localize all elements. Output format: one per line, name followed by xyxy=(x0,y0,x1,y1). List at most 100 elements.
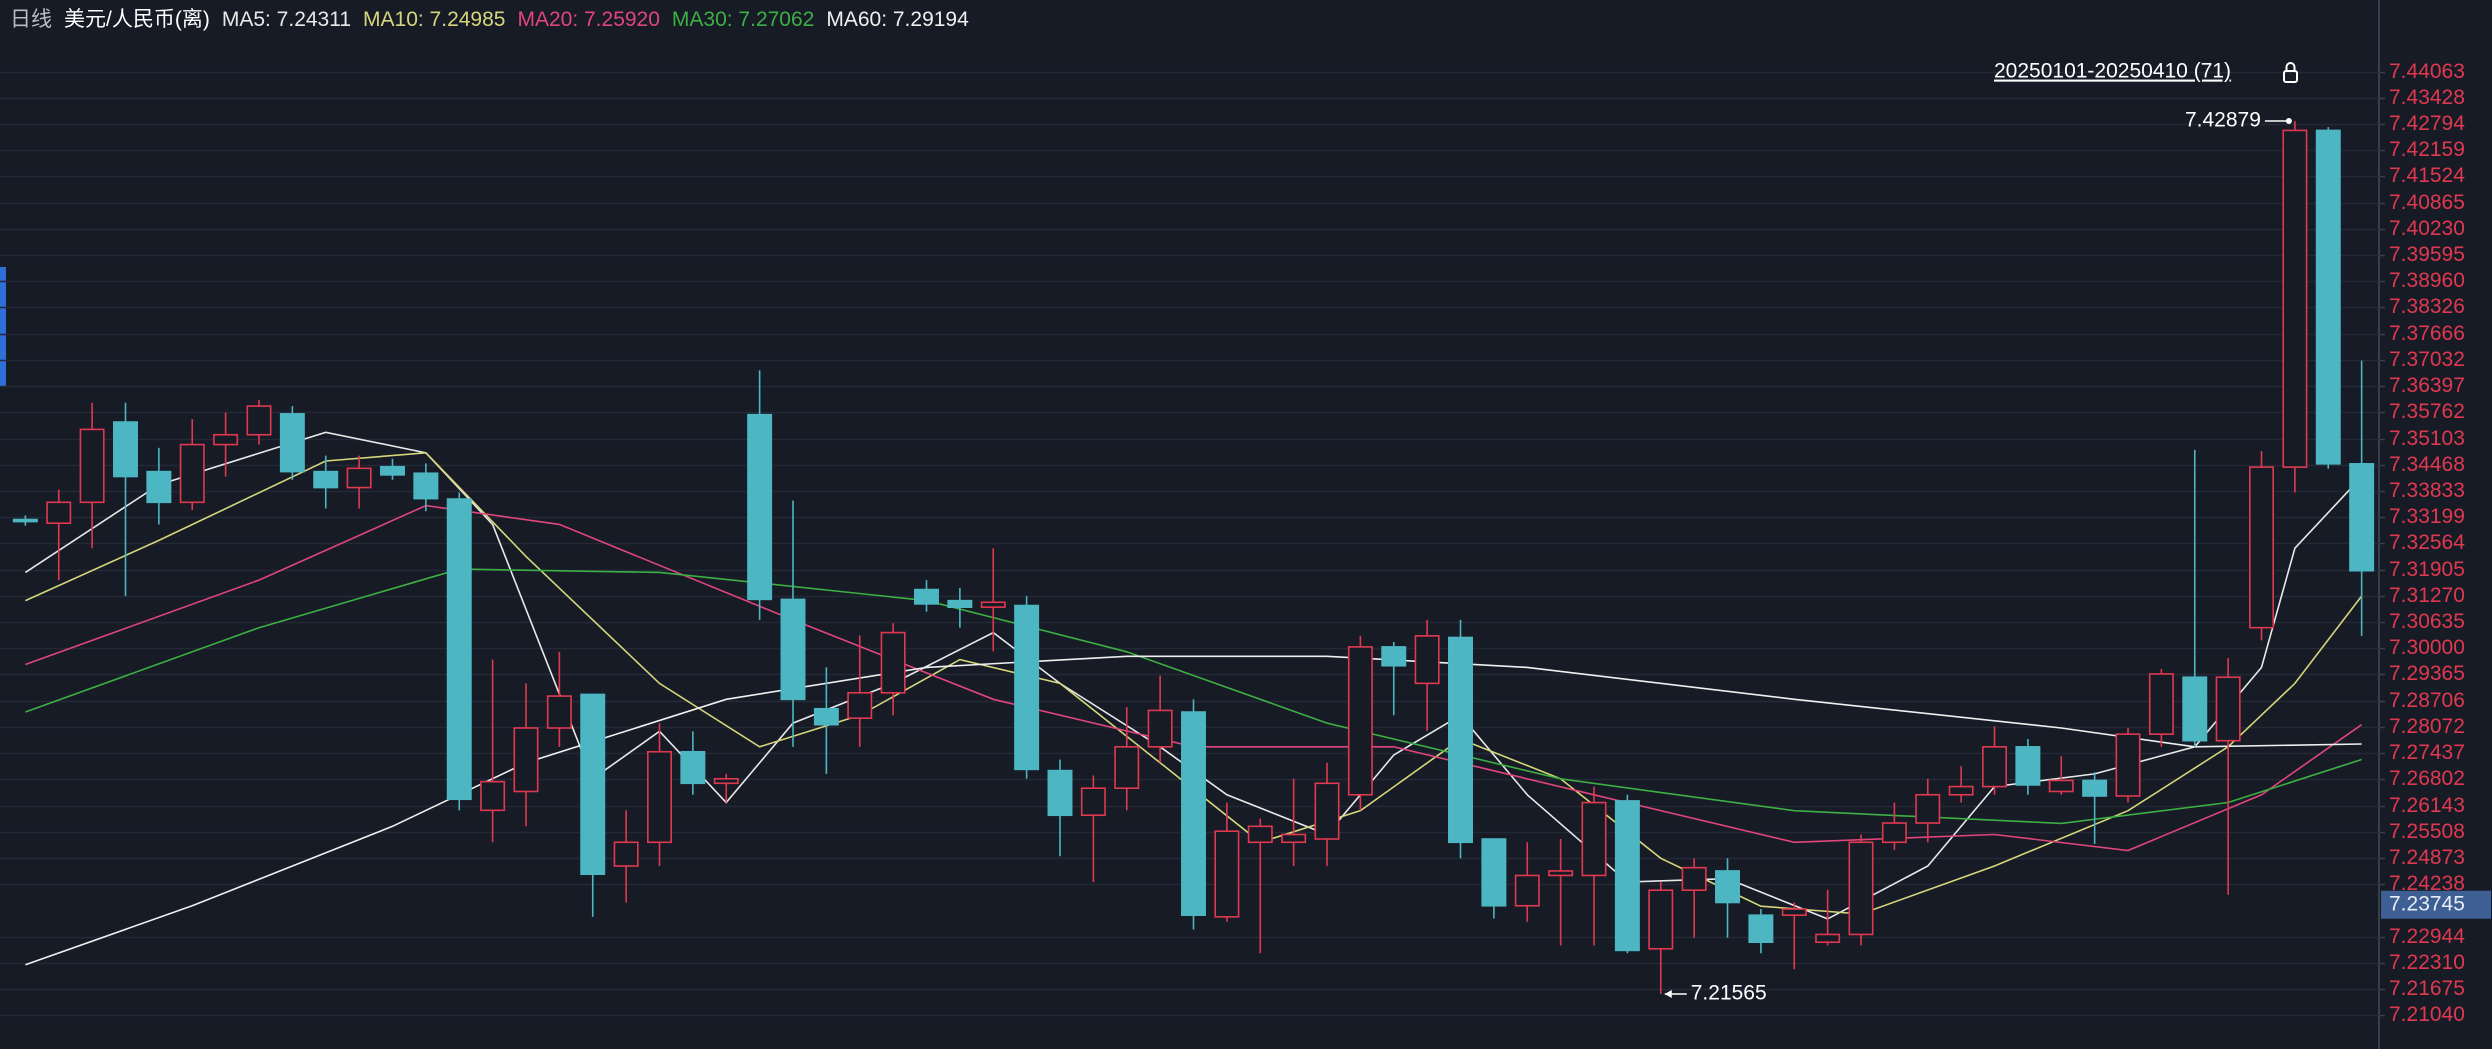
candle-body xyxy=(1147,709,1173,748)
candle-body xyxy=(1614,800,1640,952)
y-tick-label: 7.42794 xyxy=(2389,112,2465,135)
y-tick-label: 7.25508 xyxy=(2389,820,2465,843)
candle-body xyxy=(246,405,272,436)
candle-body xyxy=(2282,129,2308,468)
y-tick-label: 7.29365 xyxy=(2389,662,2465,685)
candle-body xyxy=(2182,676,2208,742)
range-label[interactable]: 20250101-20250410 (71) xyxy=(1994,60,2231,83)
candle-body xyxy=(780,598,806,701)
y-tick-label: 7.28706 xyxy=(2389,689,2465,712)
annotation-label: 7.42879 xyxy=(2185,109,2261,132)
candle-body xyxy=(546,695,572,729)
y-tick-label: 7.38326 xyxy=(2389,295,2465,318)
y-tick-label: 7.41524 xyxy=(2389,164,2465,187)
candle-body xyxy=(2315,129,2341,465)
candle-body xyxy=(1982,746,2007,788)
y-tick-label: 7.38960 xyxy=(2389,269,2465,292)
candle-body xyxy=(2349,463,2375,572)
y-tick-label: 7.32564 xyxy=(2389,531,2465,554)
candle-body xyxy=(346,467,372,489)
header-item: 日线 xyxy=(10,8,52,31)
y-tick-label: 7.21040 xyxy=(2389,1003,2465,1026)
candle-body xyxy=(146,470,172,504)
candle-body xyxy=(580,693,606,876)
y-tick-label: 7.40230 xyxy=(2389,217,2465,240)
y-tick-label: 7.27437 xyxy=(2389,741,2465,764)
y-tick-label: 7.21675 xyxy=(2389,977,2465,1000)
candle-body xyxy=(813,707,839,726)
range-label-group[interactable]: 20250101-20250410 (71) xyxy=(1994,60,2298,83)
candle-body xyxy=(847,691,873,719)
candle-body xyxy=(12,518,38,523)
candle-body xyxy=(380,465,405,476)
candle-body xyxy=(880,631,906,694)
candle-body xyxy=(2249,466,2274,629)
candle-body xyxy=(2015,746,2041,786)
candle-body xyxy=(1514,874,1540,907)
y-tick-label: 7.37666 xyxy=(2389,322,2465,345)
header-item: MA20: 7.25920 xyxy=(517,8,659,31)
candle-body xyxy=(1214,830,1240,918)
y-tick-label: 7.30635 xyxy=(2389,610,2465,633)
candle-body xyxy=(747,413,773,601)
candle-body xyxy=(647,750,672,844)
y-tick-label: 7.31270 xyxy=(2389,584,2465,607)
header-item: MA10: 7.24985 xyxy=(363,8,505,31)
candle-body xyxy=(1114,746,1140,790)
candle-body xyxy=(914,588,939,605)
candle-body xyxy=(79,428,105,504)
y-tick-label: 7.44063 xyxy=(2389,60,2465,83)
ma-line xyxy=(25,568,2362,825)
candle-body xyxy=(1915,793,1941,824)
candle-body xyxy=(1080,787,1106,817)
candle-body xyxy=(2082,779,2108,797)
candle-body xyxy=(1314,782,1340,840)
annotation-label: 7.21565 xyxy=(1691,982,1767,1005)
lock-shackle[interactable] xyxy=(2285,62,2296,71)
header-item: MA5: 7.24311 xyxy=(222,8,351,31)
candle-body xyxy=(1414,635,1440,685)
y-tick-label: 7.35762 xyxy=(2389,400,2465,423)
y-tick-label: 7.30000 xyxy=(2389,636,2465,659)
header: 日线 美元/人民币(离) MA5: 7.24311 MA10: 7.24985 MA20… xyxy=(10,8,969,31)
y-tick-label: 7.28072 xyxy=(2389,715,2465,738)
y-tick-label: 7.39595 xyxy=(2389,243,2465,266)
y-axis: 7.44063 7.43428 7.42794 7.42159 7.41524 7.408… xyxy=(2379,60,2491,1026)
lock-icon[interactable] xyxy=(2283,70,2298,83)
candle-body xyxy=(1648,889,1674,950)
y-tick-label: 7.24238 xyxy=(2389,872,2465,895)
candle-body xyxy=(980,601,1006,608)
candle-body xyxy=(279,413,305,473)
y-tick-label: 7.36397 xyxy=(2389,374,2465,397)
candle-body xyxy=(1781,908,1807,916)
header-item: MA60: 7.29194 xyxy=(826,8,969,31)
overlay: 7.42879 7.21565 xyxy=(1664,109,2292,1005)
candle-body xyxy=(1815,933,1841,944)
candle-body xyxy=(1548,870,1574,877)
side-indicator xyxy=(0,267,6,387)
y-tick-label: 7.24873 xyxy=(2389,846,2465,869)
candle-body xyxy=(513,727,539,793)
header-item: 美元/人民币(离) xyxy=(64,8,210,31)
y-tick-label: 7.33833 xyxy=(2389,479,2465,502)
candle-body xyxy=(1247,825,1273,844)
y-tick-label: 7.34468 xyxy=(2389,453,2465,476)
candle-body xyxy=(113,421,138,478)
y-tick-label: 7.35103 xyxy=(2389,427,2465,450)
candle-body xyxy=(613,841,639,867)
header-item: MA30: 7.27062 xyxy=(672,8,814,31)
ma-line xyxy=(24,431,2363,920)
y-tick-label: 7.22310 xyxy=(2389,951,2465,974)
candle-body xyxy=(46,501,72,525)
candles xyxy=(12,121,2375,995)
candle-body xyxy=(2148,673,2174,735)
y-tick-label: 7.37032 xyxy=(2389,348,2465,371)
candle-body xyxy=(179,443,205,504)
candle-body xyxy=(1748,914,1774,944)
candle-body xyxy=(1047,769,1073,817)
y-tick-label: 7.42159 xyxy=(2389,138,2465,161)
candle-body xyxy=(480,780,506,812)
